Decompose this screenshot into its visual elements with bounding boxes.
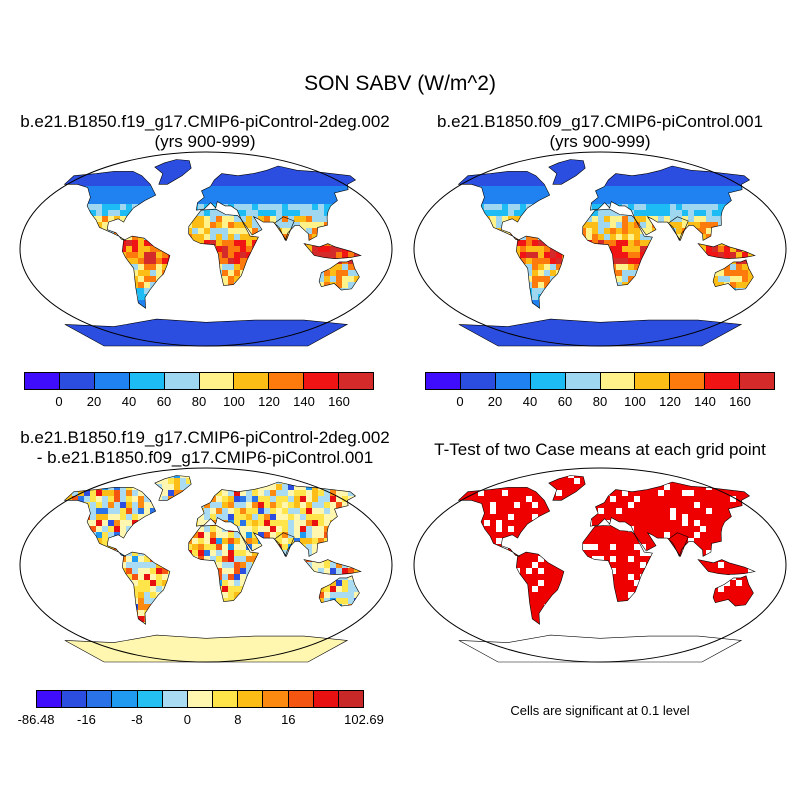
panel2-title-line1: b.e21.B1850.f09_g17.CMIP6-piControl.001 — [436, 112, 764, 131]
colorbar-swatch — [339, 373, 374, 389]
colorbar-tick-label: 0 — [183, 712, 191, 727]
colorbar-tick-label: 8 — [234, 712, 242, 727]
colorbar-swatch — [238, 691, 264, 707]
colorbar-tick-label: 140 — [293, 394, 315, 409]
colorbar-tick-label: 160 — [729, 394, 751, 409]
colorbar-swatch — [705, 373, 741, 389]
colorbar-swatch — [565, 373, 601, 389]
colorbar-swatch — [59, 373, 95, 389]
map-panel-ttest — [413, 467, 787, 663]
colorbar-case2 — [425, 372, 775, 390]
colorbar-swatch — [313, 691, 339, 707]
colorbar-tick-label: 120 — [659, 394, 681, 409]
colorbar-tick-label: 40 — [522, 394, 538, 409]
colorbar-tick-label: 40 — [121, 394, 137, 409]
colorbar-swatch — [426, 373, 461, 389]
panel2-title: b.e21.B1850.f09_g17.CMIP6-piControl.001 … — [395, 112, 800, 152]
colorbar-swatch — [199, 373, 235, 389]
colorbar-tick-label: 80 — [592, 394, 608, 409]
panel3-title-line2: - b.e21.B1850.f09_g17.CMIP6-piControl.00… — [36, 448, 374, 467]
colorbar-swatch — [234, 373, 270, 389]
panel3-title: b.e21.B1850.f19_g17.CMIP6-piControl-2deg… — [0, 428, 410, 468]
colorbar-tick-label: 102.69 — [344, 712, 384, 727]
colorbar-tick-label: -8 — [131, 712, 143, 727]
colorbar-tick-label: 0 — [55, 394, 63, 409]
panel2-title-line2: (yrs 900-999) — [549, 132, 651, 151]
colorbar-difference — [36, 690, 364, 708]
colorbar-swatch — [164, 373, 200, 389]
colorbar-swatch — [37, 691, 63, 707]
panel4-title-line1: T-Test of two Case means at each grid po… — [434, 440, 766, 459]
colorbar-swatch — [288, 691, 314, 707]
colorbar-tick-label: 160 — [328, 394, 350, 409]
colorbar-swatch — [87, 691, 113, 707]
colorbar-case1 — [24, 372, 374, 390]
colorbar-swatch — [269, 373, 305, 389]
colorbar-swatch — [62, 691, 88, 707]
colorbar-tick-label: 20 — [487, 394, 503, 409]
colorbar-swatch — [112, 691, 138, 707]
figure-title: SON SABV (W/m^2) — [304, 72, 496, 95]
colorbar-tick-label: 140 — [694, 394, 716, 409]
colorbar-swatch — [495, 373, 531, 389]
colorbar-swatch — [129, 373, 165, 389]
colorbar-tick-label: 20 — [86, 394, 102, 409]
panel1-title-line1: b.e21.B1850.f19_g17.CMIP6-piControl-2deg… — [20, 112, 390, 131]
map-panel-case2 — [413, 151, 787, 347]
map-panel-case1 — [19, 151, 393, 347]
colorbar-tick-label: 80 — [191, 394, 207, 409]
colorbar-tick-label: 16 — [281, 712, 296, 727]
colorbar-tick-label: 120 — [258, 394, 280, 409]
colorbar-swatch — [304, 373, 340, 389]
colorbar-swatch — [25, 373, 60, 389]
panel1-title-line2: (yrs 900-999) — [154, 132, 256, 151]
colorbar-tick-label: -16 — [77, 712, 96, 727]
colorbar-swatch — [530, 373, 566, 389]
colorbar-swatch — [635, 373, 671, 389]
panel4-title: T-Test of two Case means at each grid po… — [400, 440, 800, 460]
map-panel-difference — [19, 467, 393, 663]
colorbar-swatch — [213, 691, 239, 707]
colorbar-tick-label: -86.48 — [17, 712, 55, 727]
colorbar-swatch — [338, 691, 364, 707]
colorbar-swatch — [162, 691, 188, 707]
colorbar-swatch — [263, 691, 289, 707]
panel1-title: b.e21.B1850.f19_g17.CMIP6-piControl-2deg… — [0, 112, 410, 152]
colorbar-tick-label: 100 — [223, 394, 245, 409]
colorbar-swatch — [94, 373, 130, 389]
colorbar-swatch — [600, 373, 636, 389]
colorbar-tick-label: 100 — [624, 394, 646, 409]
significance-note: Cells are significant at 0.1 level — [510, 703, 690, 718]
colorbar-swatch — [187, 691, 214, 707]
colorbar-swatch — [740, 373, 775, 389]
colorbar-tick-label: 60 — [557, 394, 573, 409]
panel3-title-line1: b.e21.B1850.f19_g17.CMIP6-piControl-2deg… — [20, 428, 390, 447]
colorbar-tick-label: 0 — [456, 394, 464, 409]
colorbar-swatch — [670, 373, 706, 389]
colorbar-tick-label: 60 — [156, 394, 172, 409]
colorbar-swatch — [460, 373, 496, 389]
colorbar-swatch — [137, 691, 163, 707]
